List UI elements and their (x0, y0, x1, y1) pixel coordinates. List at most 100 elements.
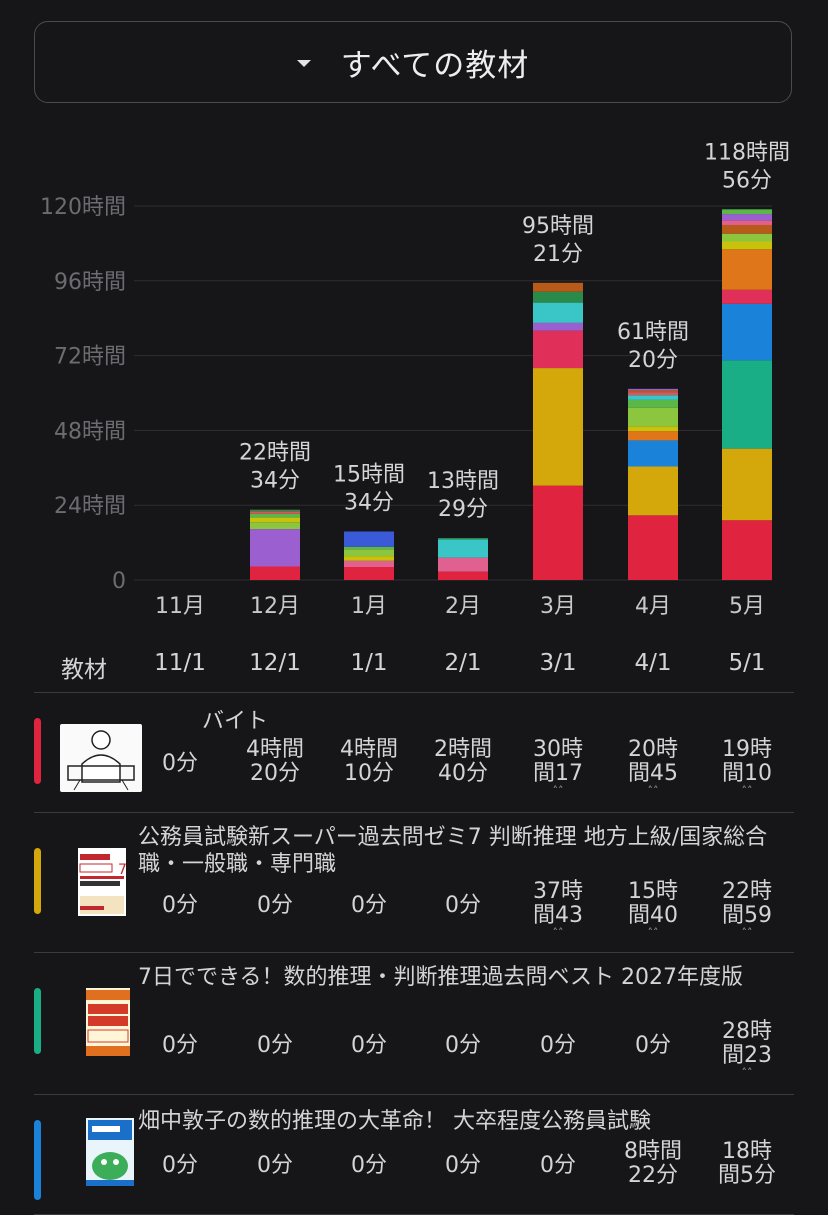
bar-segment (250, 522, 300, 530)
monthly-time-cell: 28時 間23 (722, 1020, 772, 1068)
time-value: 0分 (635, 1033, 671, 1058)
material-color-marker (34, 848, 41, 914)
time-value-line: 間45 (628, 761, 678, 786)
time-value-line: 4時間 (340, 737, 398, 762)
bar-segment (722, 448, 772, 521)
bar-segment (250, 513, 300, 518)
bar-segment (628, 440, 678, 467)
bar-total-label: 20分 (628, 348, 678, 373)
y-tick-label: 96時間 (54, 270, 126, 295)
monthly-time-cell: 0分 (162, 1034, 198, 1058)
bar-segment (344, 546, 394, 550)
bar-total-label: 22時間 (239, 441, 311, 466)
material-thumbnail (60, 988, 142, 1056)
bar-segment (628, 399, 678, 408)
bar-segment (722, 214, 772, 221)
bar-segment (628, 395, 678, 400)
bar-total-label: 61時間 (617, 320, 689, 345)
bar-total-label: 21分 (533, 242, 583, 267)
material-title: 公務員試験新スーパー過去問ゼミ7 判断推理 地方上級/国家総合職・一般職・専門職 (138, 825, 768, 877)
table-date-header: 1/1 (350, 650, 388, 676)
expand-chevron-icon[interactable]: ˄˄ (647, 926, 659, 939)
time-value-line: 15時 (628, 879, 678, 904)
time-value-line: 間59 (722, 903, 772, 928)
material-row[interactable]: 畑中敦子の数的推理の大革命！ 大卒程度公務員試験 0分 0分 0分 0分 0分 8時間 22分… (34, 1094, 794, 1215)
bar-segment (722, 360, 772, 449)
y-tick-label: 24時間 (54, 494, 126, 519)
bar-segment (722, 224, 772, 234)
bar-segment (250, 529, 300, 567)
bar-total-label: 118時間 (704, 140, 790, 165)
caret-down-icon (296, 59, 311, 67)
time-value: 0分 (445, 1033, 481, 1058)
expand-chevron-icon[interactable]: ˄˄ (647, 784, 659, 797)
time-value-line: 37時 (533, 879, 583, 904)
monthly-time-cell: 4時間 20分 (246, 738, 304, 786)
time-value: 0分 (351, 1153, 387, 1178)
expand-chevron-icon[interactable]: ˄˄ (741, 784, 753, 797)
x-tick-label: 1月 (351, 594, 387, 619)
time-value: 0分 (540, 1153, 576, 1178)
bar-segment (250, 517, 300, 523)
expand-chevron-icon[interactable]: ˄˄ (552, 926, 564, 939)
bar-segment (250, 566, 300, 580)
time-value-line: 間17 (533, 761, 583, 786)
table-header-label: 教材 (61, 657, 107, 683)
time-value-line: 間23 (722, 1043, 772, 1068)
time-value: 0分 (257, 893, 293, 918)
material-thumbnail (60, 724, 142, 792)
monthly-time-cell: 0分 (162, 752, 198, 776)
bar-segment (722, 233, 772, 242)
time-value: 0分 (162, 1033, 198, 1058)
material-row[interactable]: 7日でできる！数的推理・判断推理過去問ベスト 2027年度版 0分 0分 0分 0分 0分… (34, 952, 794, 1095)
monthly-study-time-chart: 0 24時間 48時間 72時間 96時間 120時間 11月 22時間 34分 12月 15時間 3… (40, 140, 790, 619)
y-tick-label: 72時間 (54, 345, 126, 370)
expand-chevron-icon[interactable]: ˄˄ (741, 1066, 753, 1079)
bar-segment (250, 509, 300, 512)
table-header: 教材 11/1 12/1 1/1 2/1 3/1 4/1 5/1 (34, 640, 794, 693)
monthly-time-cell: 0分 (445, 894, 481, 918)
time-value-line: 20時 (628, 737, 678, 762)
bar-segment (438, 557, 488, 572)
bar-segment (533, 291, 583, 303)
time-value-line: 2時間 (434, 737, 492, 762)
bar-total-label: 95時間 (522, 214, 594, 239)
bar-segment (533, 330, 583, 369)
bar-total-label: 15時間 (333, 462, 405, 487)
x-tick-label: 4月 (635, 594, 671, 619)
bar-total-label: 34分 (250, 469, 300, 494)
material-row[interactable]: バイト 0分 4時間 20分 4時間 10分 2時間 40分 30時 間17 ˄˄ 20時 間45 ˄˄ 1… (34, 694, 794, 813)
monthly-time-cell: 0分 (351, 1154, 387, 1178)
time-value-line: 19時 (722, 737, 772, 762)
bar-segment (628, 390, 678, 393)
monthly-time-cell: 22時 間59 (722, 880, 772, 928)
time-value: 0分 (540, 1033, 576, 1058)
time-value-line: 30時 (533, 737, 583, 762)
x-tick-label: 12月 (250, 594, 300, 619)
expand-chevron-icon[interactable]: ˄˄ (552, 784, 564, 797)
bar-segment (344, 567, 394, 580)
monthly-time-cell: 0分 (445, 1154, 481, 1178)
monthly-time-cell: 0分 (445, 1034, 481, 1058)
monthly-time-cell: 19時 間10 (722, 738, 772, 786)
time-value-line: 間43 (533, 903, 583, 928)
y-tick-label: 48時間 (54, 419, 126, 444)
time-value: 0分 (162, 751, 198, 776)
expand-chevron-icon[interactable]: ˄˄ (741, 926, 753, 939)
monthly-time-cell: 0分 (351, 894, 387, 918)
time-value-line: 22分 (628, 1163, 678, 1188)
material-filter-dropdown[interactable]: すべての教材 (34, 21, 792, 103)
time-value: 0分 (162, 1153, 198, 1178)
monthly-time-cell: 18時 間5分 (718, 1140, 776, 1188)
bar-segment (344, 549, 394, 557)
time-value-line: 18時 (722, 1139, 772, 1164)
bar-segment (722, 520, 772, 580)
monthly-time-cell: 0分 (540, 1154, 576, 1178)
material-row[interactable]: 7 公務員試験新スーパー過去問ゼミ7 判断推理 地方上級/国家総合職・一般職・専門… (34, 812, 794, 953)
bar-segment (438, 539, 488, 558)
bar-segment (628, 466, 678, 516)
monthly-time-cell: 4時間 10分 (340, 738, 398, 786)
time-value-line: 10分 (344, 761, 394, 786)
monthly-time-cell: 15時 間40 (628, 880, 678, 928)
monthly-time-cell: 0分 (162, 1154, 198, 1178)
